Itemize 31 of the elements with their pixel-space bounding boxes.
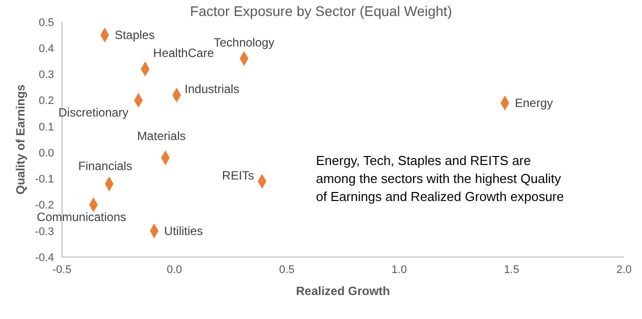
- series-label: Energy: [514, 96, 553, 110]
- series-label: Utilities: [164, 224, 203, 238]
- series-label: Discretionary: [58, 105, 128, 120]
- x-tick-label: -0.5: [52, 264, 72, 276]
- x-tick-label: 1.0: [392, 264, 407, 276]
- y-tick-label: 0.1: [38, 121, 54, 134]
- y-tick-label: 0.3: [38, 69, 54, 82]
- series-label: Technology: [214, 36, 274, 50]
- y-tick-label: -0.2: [35, 200, 54, 212]
- x-axis-title: Realized Growth: [296, 284, 390, 298]
- series-label: Industrials: [184, 82, 240, 96]
- series-label: HealthCare: [153, 46, 214, 60]
- x-tick-label: 2.0: [616, 264, 632, 276]
- y-tick-label: -0.3: [35, 226, 54, 238]
- y-tick-label: 0.4: [38, 43, 54, 56]
- x-tick-label: 0.0: [166, 264, 182, 276]
- y-tick-label: 0.5: [38, 16, 54, 29]
- y-tick-label: -0.4: [35, 252, 54, 264]
- series-label: Materials: [137, 128, 186, 143]
- series-label: Financials: [78, 158, 132, 173]
- chart-title: Factor Exposure by Sector (Equal Weight): [190, 3, 452, 19]
- annotation: Energy, Tech, Staples and REITS are among the sectors with the highest Quality of Earnings and Realized Growth exposure: [316, 152, 565, 206]
- series-label: Staples: [114, 28, 155, 42]
- x-tick-label: 1.5: [504, 264, 520, 276]
- series-label: Communications: [36, 210, 126, 224]
- y-tick-label: 0.0: [38, 147, 54, 160]
- x-tick-label: 0.5: [279, 264, 294, 276]
- series-label: REITs: [222, 168, 254, 182]
- y-tick-label: -0.1: [35, 174, 54, 186]
- y-axis-title: Quality of Earnings: [13, 84, 28, 195]
- y-tick-label: 0.2: [38, 95, 54, 108]
